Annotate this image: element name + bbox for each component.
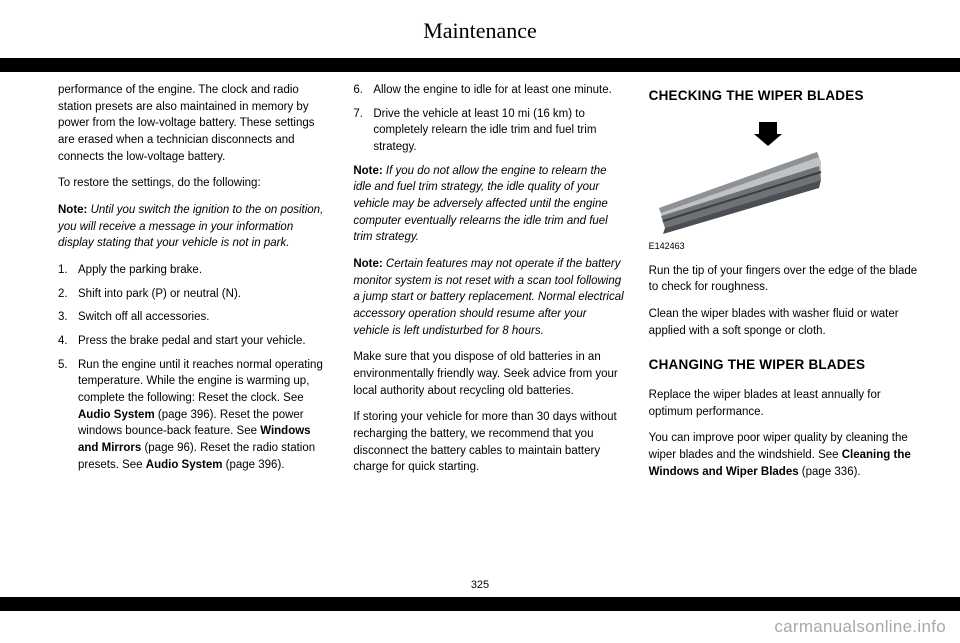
note-text: If you do not allow the engine to relear… (353, 165, 607, 244)
paragraph: Replace the wiper blades at least annual… (649, 387, 920, 420)
step-text: Run the engine until it reaches normal o… (78, 359, 323, 471)
list-item: 2.Shift into park (P) or neutral (N). (58, 286, 329, 303)
step-list: 1.Apply the parking brake. 2.Shift into … (58, 262, 329, 473)
page-number: 325 (0, 579, 960, 591)
paragraph: Clean the wiper blades with washer fluid… (649, 306, 920, 339)
paragraph: performance of the engine. The clock and… (58, 82, 329, 165)
divider-top (0, 58, 960, 72)
list-item: 7.Drive the vehicle at least 10 mi (16 k… (353, 106, 624, 156)
section-heading: CHANGING THE WIPER BLADES (649, 355, 920, 375)
paragraph: Run the tip of your fingers over the edg… (649, 263, 920, 296)
content-area: performance of the engine. The clock and… (58, 82, 920, 583)
paragraph: To restore the settings, do the followin… (58, 175, 329, 192)
note-text: Until you switch the ignition to the on … (58, 204, 323, 249)
manual-page: Maintenance performance of the engine. T… (0, 0, 960, 643)
figure-label: E142463 (649, 240, 920, 253)
step-text: Drive the vehicle at least 10 mi (16 km)… (373, 108, 596, 153)
column-1: performance of the engine. The clock and… (58, 82, 329, 583)
chapter-title: Maintenance (0, 0, 960, 44)
step-list: 6.Allow the engine to idle for at least … (353, 82, 624, 156)
step-text: Apply the parking brake. (78, 264, 202, 276)
page-header: Maintenance (0, 0, 960, 58)
paragraph: You can improve poor wiper quality by cl… (649, 430, 920, 480)
paragraph: If storing your vehicle for more than 30… (353, 409, 624, 476)
watermark: carmanualsonline.info (774, 617, 946, 637)
note: Note: Until you switch the ignition to t… (58, 202, 329, 252)
note-label: Note: (58, 204, 87, 216)
column-2: 6.Allow the engine to idle for at least … (353, 82, 624, 583)
step-text: Switch off all accessories. (78, 311, 209, 323)
step-text: Press the brake pedal and start your veh… (78, 335, 306, 347)
step-text: Allow the engine to idle for at least on… (373, 84, 611, 96)
note-label: Note: (353, 258, 382, 270)
note: Note: If you do not allow the engine to … (353, 163, 624, 246)
note-label: Note: (353, 165, 382, 177)
divider-bottom (0, 597, 960, 611)
wiper-blade-figure (649, 118, 829, 238)
list-item: 4.Press the brake pedal and start your v… (58, 333, 329, 350)
note-text: Certain features may not operate if the … (353, 258, 623, 337)
section-heading: CHECKING THE WIPER BLADES (649, 86, 920, 106)
paragraph: Make sure that you dispose of old batter… (353, 349, 624, 399)
note: Note: Certain features may not operate i… (353, 256, 624, 339)
column-3: CHECKING THE WIPER BLADES E142463 Run th… (649, 82, 920, 583)
step-text: Shift into park (P) or neutral (N). (78, 288, 241, 300)
list-item: 5.Run the engine until it reaches normal… (58, 357, 329, 474)
list-item: 6.Allow the engine to idle for at least … (353, 82, 624, 99)
list-item: 1.Apply the parking brake. (58, 262, 329, 279)
list-item: 3.Switch off all accessories. (58, 309, 329, 326)
